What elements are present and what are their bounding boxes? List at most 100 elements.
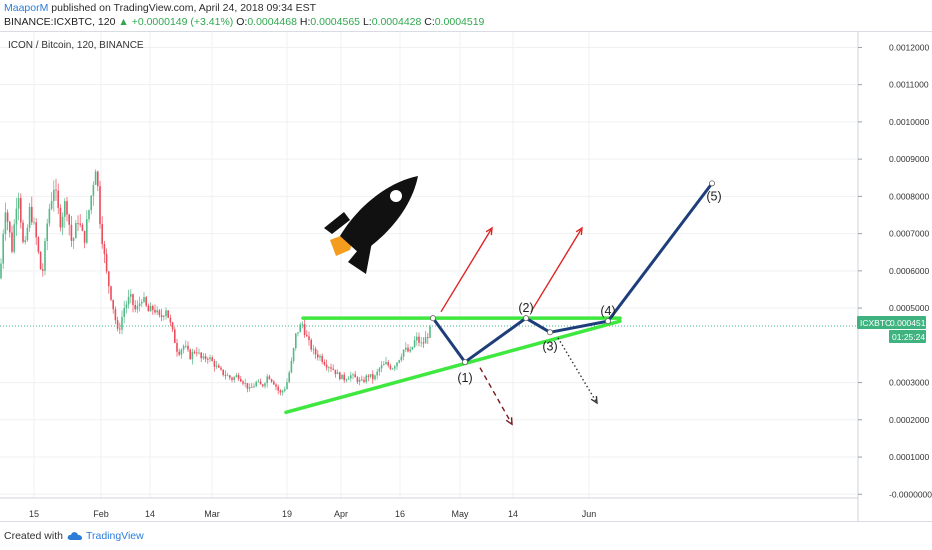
wave-label: (4) (600, 304, 615, 318)
candle-body (314, 348, 317, 355)
candle-body (321, 355, 323, 362)
candle-body (94, 171, 97, 185)
target-arrow-head (485, 226, 493, 236)
candle-body (112, 299, 114, 310)
drawing-overlay: (1) (2) (3) (4) (5) (0, 180, 858, 426)
price-tick-label: 0.0002000 (889, 415, 929, 425)
candle-body (160, 315, 163, 318)
close-value: 0.0004519 (434, 16, 485, 28)
candle-body (61, 216, 64, 228)
time-tick-label: 15 (29, 509, 39, 519)
candle-body (394, 366, 396, 369)
candle-body (255, 381, 257, 387)
candle-body (310, 339, 312, 350)
time-tick-label: 14 (145, 509, 155, 519)
candle-body (400, 356, 403, 361)
candle-body (149, 305, 152, 312)
candle-body (372, 374, 374, 380)
candle-body (42, 269, 44, 271)
candle-body (301, 324, 304, 326)
candle-body (213, 360, 216, 367)
candle-body (48, 208, 51, 224)
candle-body (330, 367, 332, 369)
candle-body (193, 351, 196, 353)
candle-body (378, 368, 381, 372)
candle-body (209, 357, 211, 360)
time-tick-label: 19 (282, 509, 292, 519)
candle-body (352, 374, 354, 376)
candle-body (22, 222, 24, 243)
low-label: L: (362, 16, 372, 28)
price-chart[interactable]: ICON / Bitcoin, 120, BINANCE (1) (2) (3) (4… (0, 32, 932, 521)
candle-body (0, 263, 2, 279)
candle-body (70, 224, 73, 241)
candle-body (409, 349, 411, 352)
low-value: 0.0004428 (371, 16, 422, 28)
target-arrow (530, 227, 583, 313)
candle-body (356, 377, 359, 382)
open-label: O: (236, 16, 248, 28)
wave-point-marker (605, 318, 612, 325)
candle-body (116, 320, 119, 329)
change-value: +0.0000149 (+3.41%) (131, 16, 234, 28)
candle-body (99, 186, 101, 225)
candle-body (323, 361, 326, 365)
candle-body (262, 384, 264, 387)
candle-body (389, 365, 392, 369)
candle-body (83, 230, 86, 243)
candle-body (81, 224, 84, 231)
candle-body (108, 271, 110, 287)
candle-body (328, 367, 330, 369)
candle-body (15, 208, 18, 225)
author-link[interactable]: MaaporM (4, 2, 49, 14)
footer: Created with TradingView (4, 530, 144, 542)
candle-body (152, 305, 154, 310)
candle-body (374, 375, 376, 380)
candle-body (264, 383, 266, 387)
candle-body (72, 238, 75, 241)
wave-label: (5) (706, 189, 721, 203)
candle-body (288, 372, 290, 383)
wave-label: (1) (457, 371, 472, 385)
candle-body (59, 207, 62, 228)
candle-body (226, 375, 229, 377)
wave-projection-path (431, 182, 714, 364)
tradingview-logo[interactable]: TradingView (67, 530, 144, 542)
candle-body (39, 251, 42, 270)
candle-body (53, 189, 55, 202)
candle-body (391, 368, 394, 370)
candle-body (105, 254, 108, 272)
header-divider (0, 31, 932, 32)
change-arrow-icon: ▲ (118, 16, 129, 28)
wave-point-marker (523, 315, 530, 322)
candle-body (231, 377, 233, 380)
candle-body (259, 381, 262, 385)
candle-body (369, 374, 372, 377)
candle-body (275, 384, 277, 387)
candle-body (169, 317, 172, 323)
price-tick-label: 0.0010000 (889, 117, 929, 127)
candle-body (303, 324, 306, 336)
candle-body (50, 201, 53, 209)
publish-text: published on TradingView.com, April 24, … (48, 2, 317, 14)
candle-body (6, 212, 9, 222)
candle-body (427, 337, 429, 338)
candle-body (343, 374, 345, 381)
candle-body (121, 316, 123, 330)
bar-countdown: 01:25:24 (892, 332, 925, 342)
candle-body (411, 346, 414, 350)
price-tick-label: 0.0006000 (889, 266, 929, 276)
pane-title: ICON / Bitcoin, 120, BINANCE (8, 40, 144, 51)
candle-body (308, 336, 310, 340)
candle-body (222, 369, 224, 375)
price-tick-label: 0.0011000 (889, 80, 929, 90)
candle-body (178, 351, 180, 355)
candle-body (253, 386, 255, 388)
candle-body (143, 297, 145, 302)
wave-point-marker (461, 359, 468, 366)
candle-body (147, 305, 150, 312)
candle-body (367, 375, 370, 377)
candle-body (387, 362, 389, 366)
candle-body (171, 322, 174, 330)
price-tick-label: 0.0009000 (889, 154, 929, 164)
